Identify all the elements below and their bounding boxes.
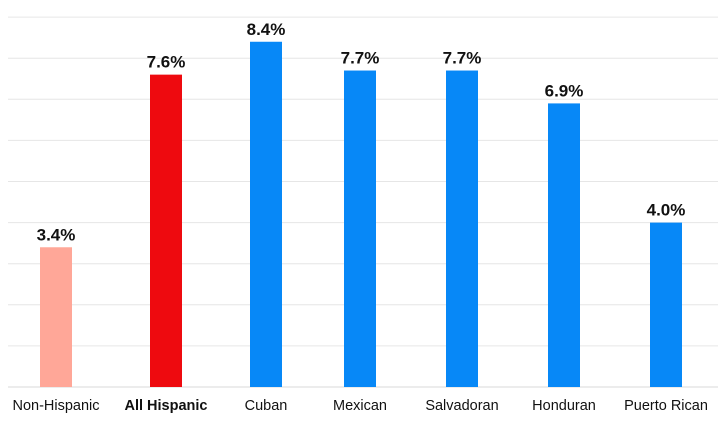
value-label-mexican: 7.7% xyxy=(341,49,380,68)
value-label-non-hispanic: 3.4% xyxy=(37,225,76,244)
value-label-salvadoran: 7.7% xyxy=(443,49,482,68)
value-label-honduran: 6.9% xyxy=(545,81,584,100)
bar-honduran xyxy=(548,103,580,387)
category-label-mexican: Mexican xyxy=(333,398,387,414)
category-label-cuban: Cuban xyxy=(245,398,288,414)
bars xyxy=(40,41,682,387)
bar-puerto-rican xyxy=(650,222,682,387)
bar-mexican xyxy=(344,70,376,387)
bar-non-hispanic xyxy=(40,247,72,387)
category-label-salvadoran: Salvadoran xyxy=(425,398,498,414)
category-labels: Non-Hispanic All Hispanic Cuban Mexican Salv… xyxy=(12,398,707,414)
bar-salvadoran xyxy=(446,70,478,387)
category-label-puerto-rican: Puerto Rican xyxy=(624,398,708,414)
value-label-cuban: 8.4% xyxy=(247,20,286,39)
value-labels: 3.4% 7.6% 8.4% 7.7% 7.7% 6.9% 4.0% xyxy=(37,20,686,244)
category-label-honduran: Honduran xyxy=(532,398,596,414)
value-label-all-hispanic: 7.6% xyxy=(147,53,186,72)
category-label-all-hispanic: All Hispanic xyxy=(125,398,208,414)
category-label-non-hispanic: Non-Hispanic xyxy=(12,398,99,414)
bar-cuban xyxy=(250,41,282,387)
bar-all-hispanic xyxy=(150,74,182,387)
value-label-puerto-rican: 4.0% xyxy=(647,201,686,220)
